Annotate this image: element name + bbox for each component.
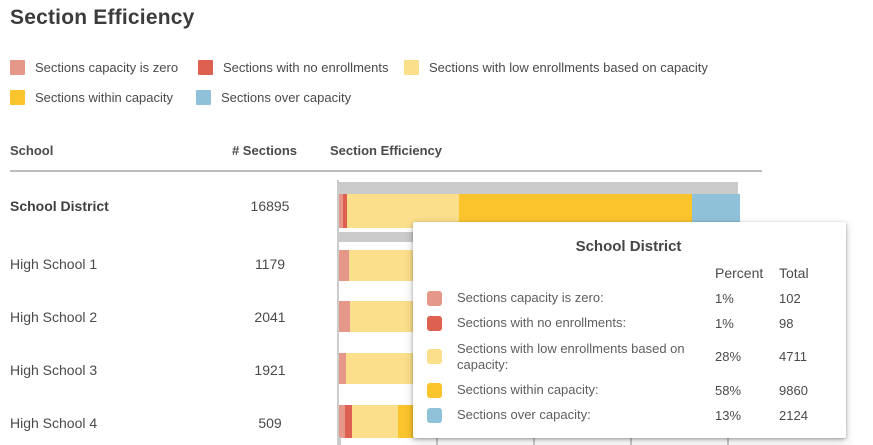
tooltip-swatch-over-capacity-icon	[427, 407, 442, 423]
bar-segment-capacity-zero[interactable]	[339, 250, 350, 281]
row-label-school-district: School District	[10, 198, 109, 214]
tooltip-row-percent: 1%	[715, 290, 734, 306]
chart-y-axis-line	[337, 180, 339, 445]
bar-segment-no-enrollments[interactable]	[345, 405, 353, 438]
legend-item-no-enrollments[interactable]: Sections with no enrollments	[198, 59, 388, 75]
tooltip-swatch-within-capacity-icon	[427, 382, 442, 398]
legend-swatch-capacity-zero-icon	[10, 59, 25, 75]
bar-segment-capacity-zero[interactable]	[339, 301, 351, 332]
bar-track-top	[339, 182, 738, 194]
bar-segment-capacity-zero[interactable]	[339, 353, 347, 384]
tooltip-row-label: Sections over capacity:	[457, 407, 591, 423]
legend-label: Sections with no enrollments	[223, 59, 389, 75]
tooltip-row-label: Sections with low enrollments based on c…	[457, 340, 685, 372]
x-axis-tick-25	[436, 437, 438, 445]
x-axis-tick-50	[533, 437, 535, 445]
row-label-high-school-4: High School 4	[10, 415, 98, 431]
row-label-high-school-2: High School 2	[10, 309, 98, 325]
tooltip-swatch-no-enrollments-icon	[427, 315, 442, 331]
legend-label: Sections with low enrollments based on c…	[429, 59, 708, 75]
header-divider	[10, 170, 762, 172]
bar-segment-low-enrollments[interactable]	[352, 405, 399, 438]
column-header-efficiency: Section Efficiency	[330, 143, 442, 158]
bar-segment-capacity-zero[interactable]	[339, 194, 343, 228]
column-header-school: School	[10, 143, 54, 158]
tooltip-row-label: Sections capacity is zero:	[457, 290, 604, 305]
tooltip-row-total: 4711	[779, 349, 807, 365]
legend-label: Sections capacity is zero	[35, 59, 179, 75]
legend-item-over-capacity[interactable]: Sections over capacity	[196, 89, 351, 105]
sections-count: 1921	[254, 362, 286, 378]
tooltip-row-total: 102	[779, 290, 801, 306]
tooltip-row-label: Sections within capacity:	[457, 382, 599, 397]
legend-item-within-capacity[interactable]: Sections within capacity	[10, 89, 173, 105]
row-label-high-school-3: High School 3	[10, 362, 98, 378]
sections-count: 2041	[254, 309, 286, 325]
tooltip-row-total: 98	[779, 315, 794, 331]
tooltip-title: School District	[575, 238, 682, 255]
sections-count: 16895	[250, 198, 290, 214]
page-title: Section Efficiency	[10, 6, 195, 29]
tooltip-row-percent: 58%	[715, 382, 742, 398]
tooltip-swatch-low-enrollments-icon	[427, 349, 442, 365]
tooltip-row-percent: 28%	[715, 349, 742, 365]
tooltip-row-percent: 13%	[715, 407, 742, 423]
x-axis-tick-0	[339, 437, 341, 445]
bar-segment-no-enrollments[interactable]	[343, 194, 347, 228]
legend-item-capacity-zero[interactable]: Sections capacity is zero	[10, 59, 178, 75]
tooltip-row-total: 9860	[779, 382, 808, 398]
tooltip-swatch-capacity-zero-icon	[427, 290, 442, 306]
tooltip-row-total: 2124	[779, 407, 808, 423]
legend-swatch-within-capacity-icon	[10, 89, 25, 105]
legend-label: Sections within capacity	[35, 89, 174, 105]
tooltip-col-percent: Percent	[715, 265, 764, 281]
legend-swatch-over-capacity-icon	[196, 89, 211, 105]
sections-count: 1179	[254, 256, 286, 272]
x-axis-tick-100	[727, 437, 729, 445]
sections-count: 509	[258, 415, 282, 431]
stacked-bar-school-district[interactable]	[339, 194, 740, 228]
row-label-high-school-1: High School 1	[10, 256, 98, 272]
legend-swatch-low-enrollments-icon	[404, 59, 419, 75]
column-header-sections: # Sections	[231, 143, 297, 158]
legend-item-low-enrollments[interactable]: Sections with low enrollments based on c…	[404, 59, 708, 75]
tooltip-row-label: Sections with no enrollments:	[457, 315, 627, 331]
legend-label: Sections over capacity	[221, 89, 352, 105]
chart-tooltip: School District Percent Total Sections c…	[413, 222, 846, 438]
tooltip-col-total: Total	[779, 265, 809, 281]
legend-swatch-no-enrollments-icon	[198, 59, 213, 75]
bar-segment-capacity-zero[interactable]	[339, 405, 345, 438]
tooltip-row-percent: 1%	[715, 315, 734, 331]
x-axis-tick-75	[630, 437, 632, 445]
